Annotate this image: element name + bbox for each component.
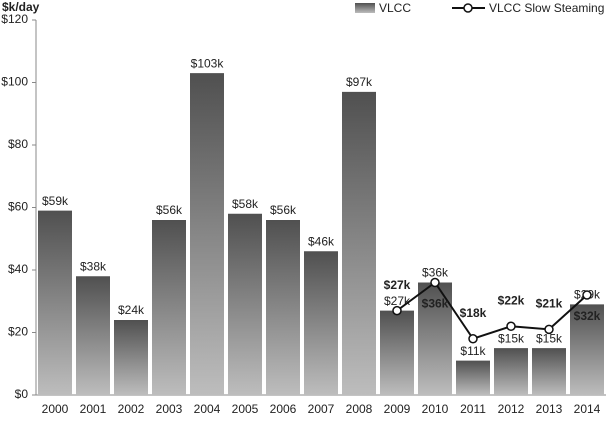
x-tick-label: 2002 [118,402,145,416]
bar-value-label: $103k [191,56,225,70]
bar-value-label: $59k [42,194,69,208]
y-axis-label: $k/day [2,0,40,14]
x-tick-label: 2003 [156,402,183,416]
x-tick-label: 2008 [346,402,373,416]
bar [342,91,376,395]
y-tick-label: $100 [1,75,28,89]
line-value-label: $22k [498,293,525,307]
line-point [582,290,592,300]
line-value-label: $21k [536,297,563,311]
bar [76,276,110,395]
bar-value-label: $11k [460,344,486,358]
y-tick-label: $60 [8,200,28,214]
bar [418,282,452,395]
bar [456,360,490,395]
bar-value-label: $56k [156,203,183,217]
y-tick-label: $0 [15,387,29,401]
bar-value-label: $15k [536,331,563,345]
bar-value-label: $24k [118,303,145,317]
bar [190,73,224,395]
y-tick-label: $20 [8,325,28,339]
bar [532,348,566,395]
bar-value-label: $27k [384,294,411,308]
x-tick-label: 2005 [232,402,259,416]
x-tick-label: 2012 [498,402,525,416]
legend-label: VLCC [379,1,411,15]
y-tick-label: $80 [8,137,28,151]
bar [228,213,262,395]
x-tick-label: 2010 [422,402,449,416]
bar [304,251,338,395]
bar-value-label: $97k [346,75,373,89]
x-tick-label: 2006 [270,402,297,416]
line-value-label: $18k [460,306,487,320]
line-point [468,334,478,344]
line [396,281,588,340]
line-point [430,277,440,288]
bar [114,320,148,395]
line-point [392,305,402,316]
bar-value-label: $38k [80,259,107,273]
x-tick-label: 2009 [384,402,411,416]
bar-value-label: $56k [270,203,297,217]
bar-value-label: $36k [422,266,449,280]
bar-value-label: $15k [498,331,525,345]
bar [38,210,72,395]
line-value-label: $36k [422,297,449,311]
line-value-label: $32k [574,309,601,323]
legend-marker [463,3,473,13]
bar [152,220,186,395]
bar [266,220,300,395]
y-tick-label: $40 [8,262,28,276]
legend-swatch [355,3,375,13]
bar-value-label: $46k [308,234,335,248]
bar-value-label: $58k [232,197,259,211]
bar [380,310,414,395]
y-tick-label: $120 [1,12,28,26]
x-tick-label: 2013 [536,402,563,416]
x-tick-label: 2014 [574,402,601,416]
x-tick-label: 2000 [42,402,69,416]
x-tick-label: 2004 [194,402,221,416]
bar [494,348,528,395]
x-tick-label: 2007 [308,402,335,416]
x-tick-label: 2001 [80,402,107,416]
line-point [506,321,516,331]
line-value-label: $27k [384,278,411,292]
bar [570,304,604,395]
legend-label: VLCC Slow Steaming [489,1,604,15]
x-tick-label: 2011 [460,402,486,416]
line-point [544,324,554,335]
